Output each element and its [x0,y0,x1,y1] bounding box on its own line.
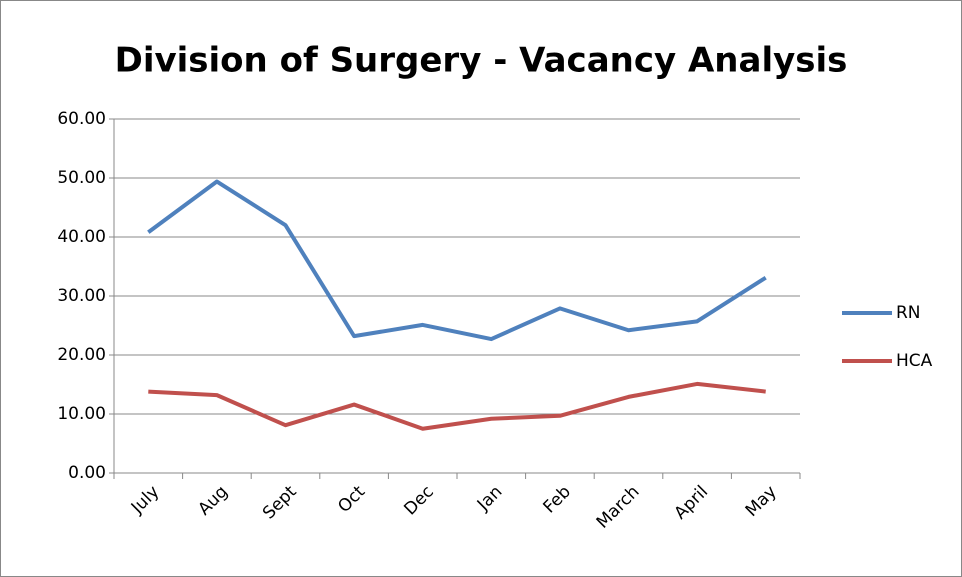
y-tick-label: 60.00 [57,109,106,129]
y-tick-label: 30.00 [57,286,106,306]
y-tick-label: 20.00 [57,345,106,365]
chart-title: Division of Surgery - Vacancy Analysis [115,41,848,81]
y-tick-label: 40.00 [57,227,106,247]
legend-label: RN [896,303,921,323]
series-line [148,381,766,431]
y-tick-label: 50.00 [57,168,106,188]
series-line [147,179,767,342]
y-tick-label: 10.00 [57,404,106,424]
y-tick-label: 0.00 [68,463,106,483]
legend-label: HCA [896,351,933,371]
